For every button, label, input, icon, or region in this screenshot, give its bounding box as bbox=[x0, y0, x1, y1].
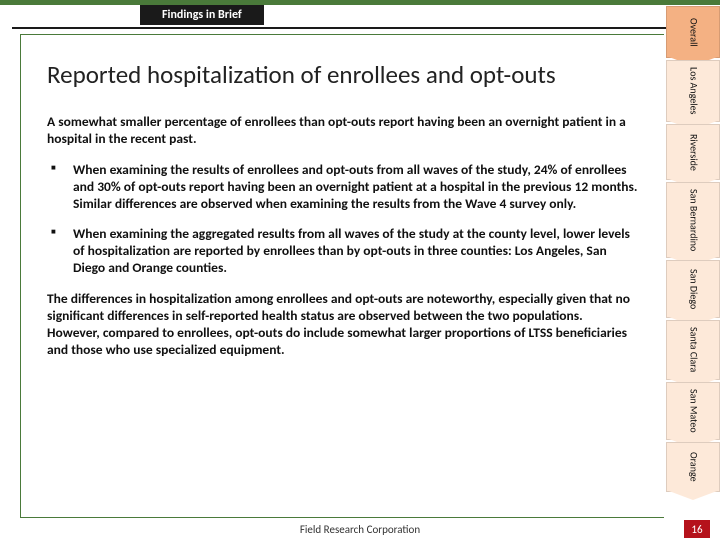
side-tab-san-mateo[interactable]: San Mateo bbox=[666, 382, 720, 440]
bullet-item: When examining the results of enrollees … bbox=[67, 162, 638, 213]
lead-paragraph: A somewhat smaller percentage of enrolle… bbox=[47, 114, 638, 148]
page-number-badge: 16 bbox=[684, 520, 710, 538]
side-tab-san-bernardino[interactable]: San Bernardino bbox=[666, 182, 720, 258]
closing-paragraph: The differences in hospitalization among… bbox=[47, 291, 638, 359]
footer-row: Field Research Corporation bbox=[0, 518, 720, 540]
section-tab-findings: Findings in Brief bbox=[140, 5, 264, 25]
bullet-list: When examining the results of enrollees … bbox=[47, 162, 638, 277]
side-tab-label: Santa Clara bbox=[688, 327, 699, 372]
side-tab-santa-clara[interactable]: Santa Clara bbox=[666, 320, 720, 379]
side-tab-label: Riverside bbox=[688, 134, 699, 171]
side-tab-riverside[interactable]: Riverside bbox=[666, 124, 720, 180]
side-tab-san-diego[interactable]: San Diego bbox=[666, 260, 720, 318]
side-tab-orange[interactable]: Orange bbox=[666, 442, 720, 492]
side-tab-label: Overall bbox=[688, 18, 699, 47]
content-frame: Reported hospitalization of enrollees an… bbox=[20, 34, 664, 518]
side-tab-label: San Mateo bbox=[688, 389, 699, 433]
side-tab-overall[interactable]: Overall bbox=[666, 6, 720, 58]
side-tab-label: San Bernardino bbox=[688, 189, 699, 251]
side-tab-label: San Diego bbox=[688, 269, 699, 309]
side-tab-label: Los Angeles bbox=[688, 67, 699, 114]
side-tab-label: Orange bbox=[688, 452, 699, 482]
slide-title: Reported hospitalization of enrollees an… bbox=[21, 35, 664, 104]
side-tabs: Overall Los Angeles Riverside San Bernardin… bbox=[666, 6, 720, 492]
footer-text: Field Research Corporation bbox=[300, 523, 420, 536]
side-tab-los-angeles[interactable]: Los Angeles bbox=[666, 60, 720, 122]
top-tab-row: Findings in Brief bbox=[0, 5, 720, 27]
slide-body: A somewhat smaller percentage of enrolle… bbox=[21, 104, 664, 359]
bullet-item: When examining the aggregated results fr… bbox=[67, 226, 638, 277]
top-rule bbox=[12, 27, 702, 29]
